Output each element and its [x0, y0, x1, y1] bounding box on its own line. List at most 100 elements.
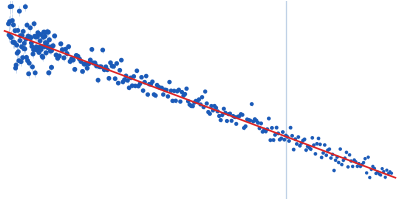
Point [174, 90, 180, 93]
Point [6, 20, 13, 23]
Point [123, 74, 129, 77]
Point [370, 165, 376, 168]
Point [40, 36, 46, 39]
Point [13, 63, 19, 67]
Point [197, 103, 204, 106]
Point [28, 36, 34, 39]
Point [72, 68, 78, 71]
Point [8, 36, 14, 39]
Point [180, 94, 187, 97]
Point [65, 45, 72, 48]
Point [163, 88, 170, 92]
Point [64, 52, 70, 55]
Point [115, 81, 122, 85]
Point [38, 33, 44, 36]
Point [128, 76, 134, 79]
Point [320, 151, 326, 155]
Point [312, 152, 319, 155]
Point [236, 115, 242, 118]
Point [12, 66, 19, 70]
Point [25, 35, 31, 38]
Point [23, 56, 30, 59]
Point [109, 64, 115, 68]
Point [39, 55, 46, 58]
Point [376, 172, 382, 176]
Point [228, 119, 235, 122]
Point [286, 139, 292, 143]
Point [140, 89, 146, 92]
Point [151, 93, 157, 96]
Point [213, 106, 219, 109]
Point [31, 22, 37, 25]
Point [274, 126, 280, 129]
Point [360, 161, 367, 164]
Point [207, 112, 213, 115]
Point [266, 117, 272, 120]
Point [200, 106, 207, 109]
Point [56, 54, 62, 58]
Point [144, 93, 151, 96]
Point [53, 53, 59, 57]
Point [190, 105, 196, 108]
Point [205, 110, 212, 114]
Point [89, 48, 95, 51]
Point [112, 77, 118, 80]
Point [92, 61, 98, 65]
Point [26, 61, 32, 65]
Point [15, 50, 22, 53]
Point [90, 61, 97, 65]
Point [311, 144, 317, 147]
Point [219, 113, 226, 117]
Point [70, 58, 76, 62]
Point [255, 121, 261, 124]
Point [19, 34, 25, 37]
Point [379, 167, 385, 170]
Point [44, 30, 50, 33]
Point [234, 115, 241, 118]
Point [96, 65, 103, 68]
Point [269, 126, 275, 129]
Point [188, 104, 194, 108]
Point [18, 60, 24, 63]
Point [252, 118, 258, 121]
Point [132, 84, 138, 87]
Point [33, 45, 40, 48]
Point [22, 47, 28, 51]
Point [24, 59, 31, 62]
Point [6, 33, 12, 37]
Point [185, 100, 191, 103]
Point [359, 163, 365, 166]
Point [241, 126, 247, 130]
Point [283, 134, 289, 137]
Point [121, 78, 128, 81]
Point [309, 136, 316, 139]
Point [28, 41, 34, 45]
Point [114, 62, 120, 65]
Point [357, 165, 364, 168]
Point [354, 165, 360, 168]
Point [14, 29, 21, 32]
Point [10, 41, 16, 44]
Point [26, 72, 32, 75]
Point [11, 41, 17, 44]
Point [280, 130, 286, 134]
Point [138, 76, 145, 79]
Point [135, 85, 142, 88]
Point [225, 113, 232, 116]
Point [101, 68, 108, 71]
Point [146, 83, 152, 86]
Point [78, 60, 84, 63]
Point [157, 86, 163, 89]
Point [298, 141, 305, 145]
Point [106, 77, 112, 80]
Point [186, 103, 193, 106]
Point [20, 47, 27, 50]
Point [242, 125, 249, 128]
Point [337, 147, 344, 151]
Point [281, 138, 288, 141]
Point [368, 168, 374, 171]
Point [41, 45, 48, 48]
Point [45, 31, 52, 34]
Point [248, 102, 255, 106]
Point [8, 5, 15, 8]
